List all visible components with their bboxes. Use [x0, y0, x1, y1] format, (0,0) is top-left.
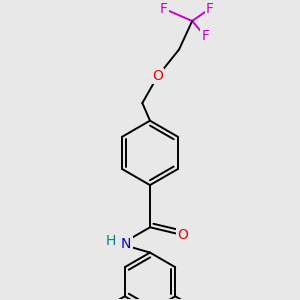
Text: H: H	[106, 234, 116, 248]
Text: F: F	[201, 29, 209, 43]
Text: O: O	[177, 228, 188, 242]
Text: N: N	[121, 237, 131, 251]
Text: O: O	[152, 69, 163, 83]
Text: F: F	[160, 2, 168, 16]
Text: F: F	[206, 2, 214, 16]
